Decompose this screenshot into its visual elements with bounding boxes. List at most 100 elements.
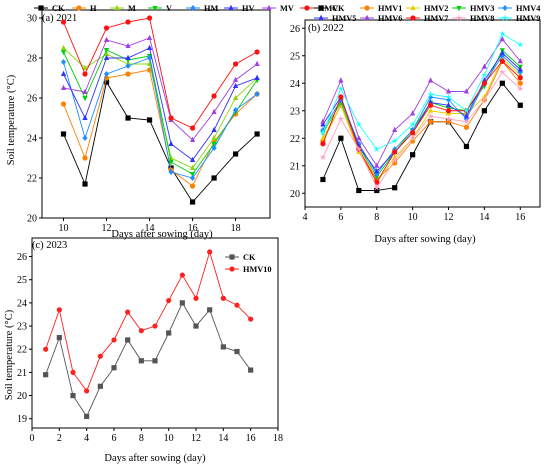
data-point — [166, 330, 172, 336]
legend-marker — [502, 5, 508, 11]
data-point — [84, 388, 90, 394]
data-point — [232, 76, 239, 82]
data-point — [445, 108, 452, 114]
data-point — [168, 140, 174, 146]
legend-entry: HMV — [300, 4, 338, 13]
legend-label: HMV7 — [424, 14, 448, 23]
data-point — [337, 85, 345, 92]
data-point — [427, 107, 434, 113]
data-point — [445, 93, 452, 100]
y-tick-label: 22 — [27, 174, 37, 185]
data-point — [463, 107, 470, 114]
data-point — [481, 80, 487, 86]
legend-entry: HMV2 — [406, 4, 448, 13]
legend-marker — [114, 4, 120, 10]
series-line — [322, 33, 521, 150]
data-point — [232, 82, 239, 88]
x-tick-label: 16 — [515, 212, 525, 223]
y-tick-label: 26 — [290, 24, 300, 35]
panel-a-ylabel: Soil temperature (°C) — [6, 74, 17, 165]
data-point — [410, 130, 416, 136]
data-point — [60, 44, 67, 50]
data-point — [60, 70, 67, 76]
data-point — [356, 135, 362, 141]
data-point — [232, 151, 239, 157]
series-line — [63, 47, 258, 161]
legend-entry: HMV3 — [452, 4, 494, 13]
series-hmv — [60, 15, 260, 131]
data-point — [138, 328, 144, 334]
x-tick-label: 8 — [374, 212, 379, 223]
panel-a-xlabel: Days after sowing (day) — [111, 229, 213, 240]
y-tick-label: 26 — [27, 94, 37, 105]
data-point — [189, 156, 196, 162]
legend-label: HMV6 — [378, 14, 402, 23]
data-point — [146, 55, 153, 61]
x-tick-label: 2 — [57, 433, 62, 444]
data-point — [60, 84, 67, 90]
data-point — [319, 129, 327, 136]
data-point — [125, 63, 131, 69]
data-point — [320, 121, 326, 127]
legend-entry: HMV6 — [360, 14, 402, 23]
data-point — [517, 102, 523, 108]
series-line — [322, 52, 521, 172]
data-point — [248, 367, 254, 373]
plot-a: 10 12 14 16 18 20 22 24 26 28 30 — [27, 9, 271, 234]
series-mv — [60, 34, 260, 142]
data-point — [463, 118, 470, 125]
legend-marker — [364, 14, 370, 20]
data-point — [254, 91, 260, 97]
data-point — [338, 135, 344, 141]
data-point — [82, 96, 88, 102]
data-point — [125, 54, 131, 60]
panel-b-xlabel: Days after sowing (day) — [374, 234, 476, 245]
legend-marker — [501, 14, 509, 21]
data-point — [463, 88, 470, 94]
data-point — [82, 114, 88, 120]
data-point — [517, 85, 524, 92]
data-point — [392, 185, 398, 191]
legend-marker — [318, 5, 324, 11]
legend-label: HMV10 — [243, 265, 272, 274]
data-point — [211, 175, 217, 181]
legend-label: MV — [280, 4, 294, 13]
data-point — [499, 30, 506, 37]
data-point — [517, 58, 523, 64]
data-point — [103, 71, 110, 77]
series-line — [322, 57, 521, 184]
legend-a: CK H M V HM HV MV HMV — [34, 4, 338, 13]
data-point — [374, 187, 380, 194]
data-point — [392, 126, 398, 132]
y-tick-label: 22 — [290, 134, 300, 145]
legend-label: CK — [52, 4, 65, 13]
data-point — [445, 102, 452, 108]
data-point — [179, 300, 185, 306]
data-point — [481, 96, 488, 103]
plot-frame — [31, 237, 279, 429]
data-point — [320, 135, 326, 141]
legend-marker — [455, 14, 463, 21]
data-point — [193, 323, 199, 329]
y-tick-label: 20 — [290, 189, 300, 200]
y-tick-label: 19 — [17, 414, 27, 425]
y-tick-label: 24 — [290, 79, 300, 90]
legend-label: HMV4 — [516, 4, 540, 13]
legend-entry: CK — [34, 4, 65, 13]
x-tick-label: 4 — [303, 212, 308, 223]
y-tick-label: 26 — [17, 252, 27, 263]
data-point — [248, 316, 254, 322]
data-point — [374, 179, 380, 185]
data-point — [82, 155, 88, 161]
data-point — [82, 88, 88, 94]
series-line — [63, 57, 258, 179]
data-point — [146, 15, 153, 21]
data-point — [189, 175, 196, 181]
series-hm — [60, 55, 260, 181]
data-point — [481, 108, 487, 114]
data-point — [97, 383, 103, 389]
data-point — [254, 131, 260, 137]
data-point — [168, 115, 174, 121]
